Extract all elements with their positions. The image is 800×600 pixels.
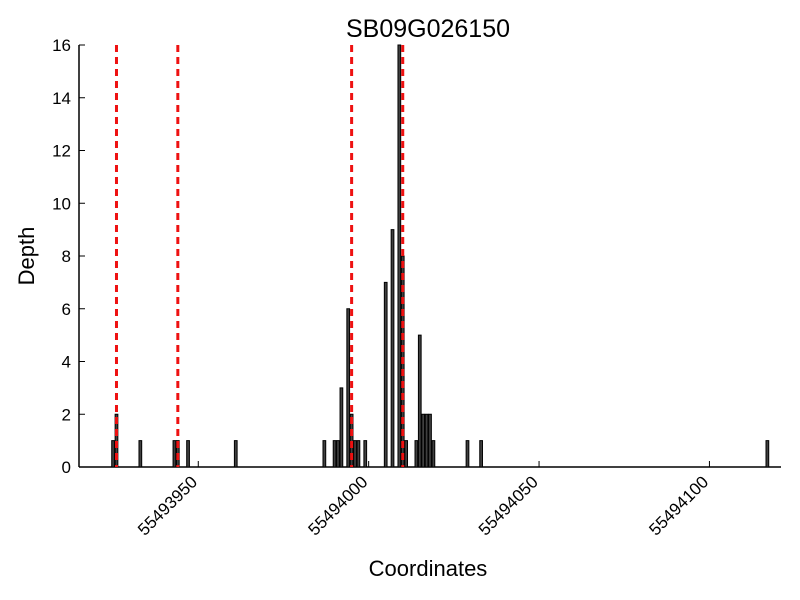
depth-bar <box>383 281 388 468</box>
x-axis-label: Coordinates <box>369 556 488 581</box>
depth-bar <box>356 440 361 468</box>
depth-bar <box>417 334 422 468</box>
depth-bar <box>404 440 409 468</box>
y-axis-label: Depth <box>14 227 39 286</box>
y-tick-label: 4 <box>62 353 71 372</box>
y-tick-label: 12 <box>52 142 71 161</box>
depth-bar <box>322 440 327 468</box>
y-tick-label: 8 <box>62 247 71 266</box>
y-tick-label: 16 <box>52 36 71 55</box>
chart-title: SB09G026150 <box>346 15 510 43</box>
x-tick-label: 55494000 <box>305 472 372 539</box>
depth-bar <box>172 440 177 468</box>
depth-bar <box>353 440 357 468</box>
depth-bar <box>332 440 337 468</box>
depth-bar <box>339 387 344 468</box>
y-tick-label: 0 <box>62 458 71 477</box>
depth-bar <box>479 440 483 468</box>
y-tick-label: 6 <box>62 300 71 319</box>
x-tick-label: 55494100 <box>645 472 712 539</box>
plot-area: 0 2 4 6 8 10 12 14 16 55493950 55494000 55494050 554… <box>52 36 781 539</box>
depth-bar <box>390 229 395 468</box>
depth-bar <box>233 440 238 468</box>
y-tick-label: 10 <box>52 194 71 213</box>
y-tick-label: 2 <box>62 405 71 424</box>
depth-bar <box>336 440 340 468</box>
depth-bar <box>138 440 143 468</box>
depth-bar <box>431 440 436 468</box>
depth-bar <box>397 44 402 468</box>
depth-bar <box>421 413 426 468</box>
depth-bar <box>414 440 419 468</box>
y-tick-label: 14 <box>52 89 71 108</box>
depth-bar <box>424 413 429 468</box>
depth-bar <box>428 413 432 468</box>
x-tick-label: 55493950 <box>134 472 201 539</box>
depth-bar <box>111 440 115 468</box>
depth-bar <box>765 440 770 468</box>
depth-bar <box>363 440 368 468</box>
depth-bar <box>465 440 470 468</box>
depth-bar <box>186 440 190 468</box>
depth-bar <box>346 308 351 468</box>
x-tick-label: 55494050 <box>475 472 542 539</box>
